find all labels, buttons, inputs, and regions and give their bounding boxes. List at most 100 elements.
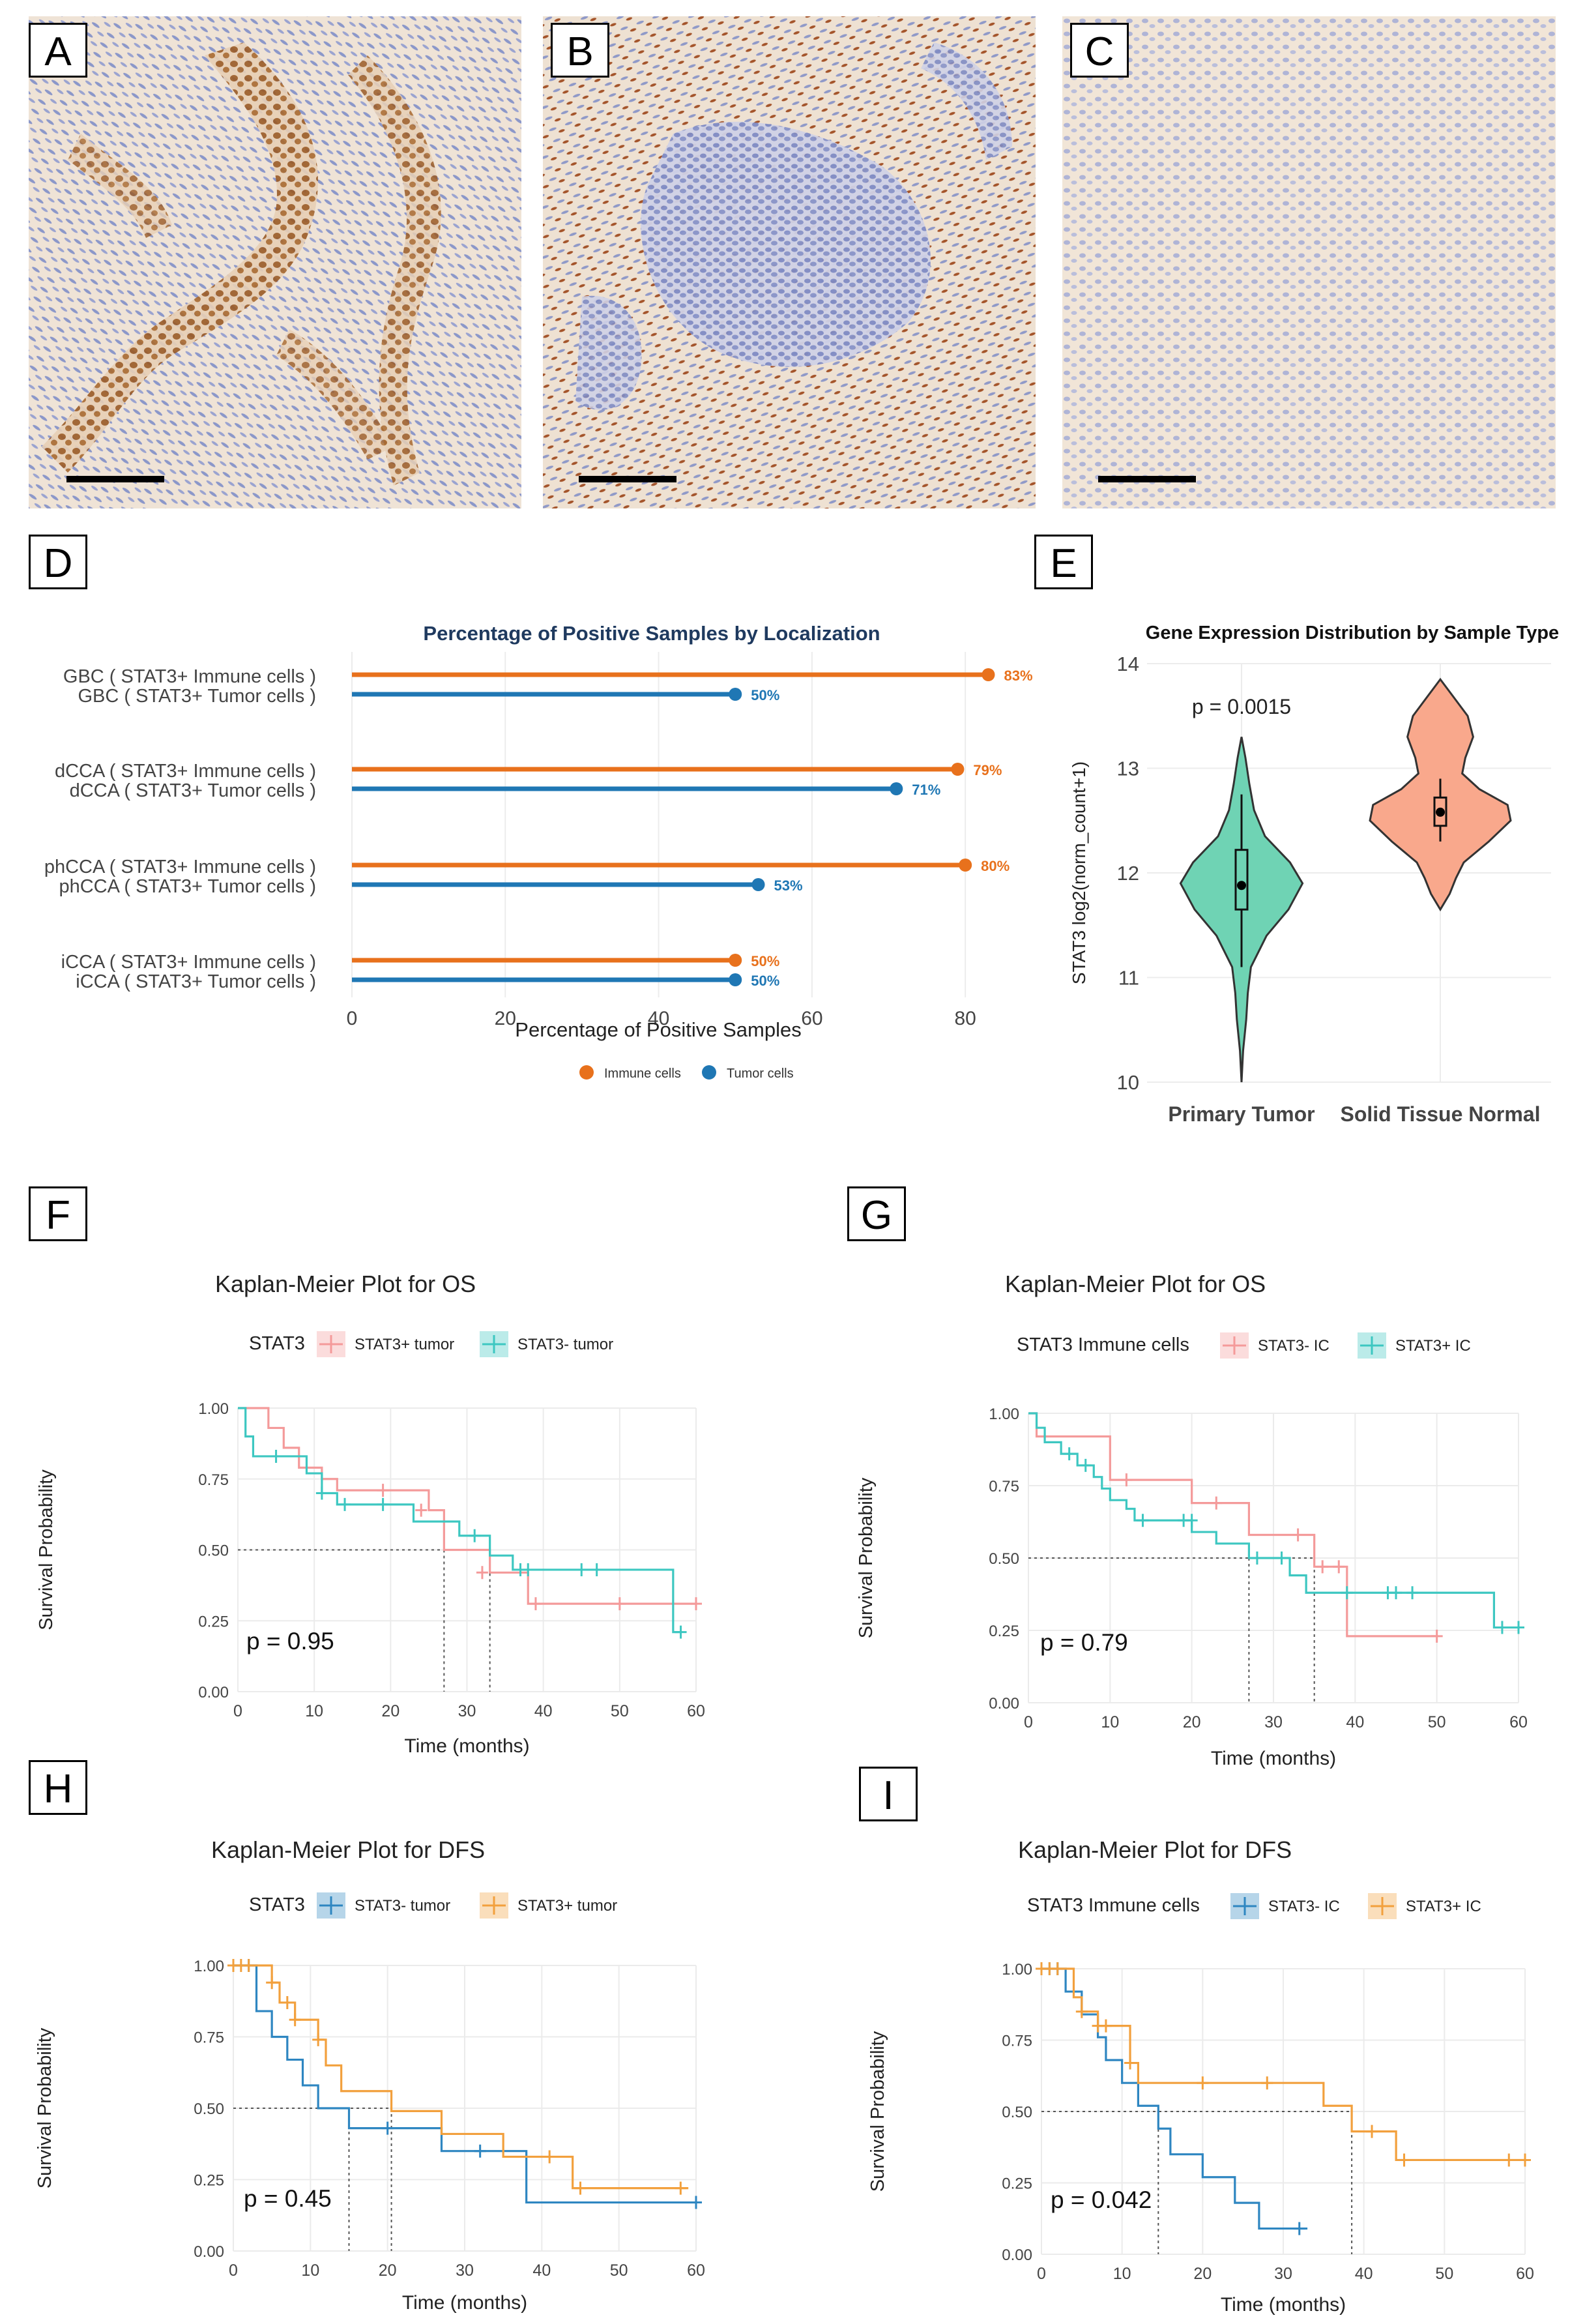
chart-g-censor-mark bbox=[1063, 1447, 1075, 1461]
chart-g-censor-mark bbox=[1341, 1586, 1353, 1600]
chart-h-svg: Kaplan-Meier Plot for DFS STAT3 STAT3- tum… bbox=[35, 1836, 705, 2314]
panel-label-d: D bbox=[29, 535, 87, 589]
chart-i-censor-mark bbox=[1503, 2153, 1515, 2167]
scale-bar bbox=[1098, 476, 1196, 482]
chart-h-xlabel: Time (months) bbox=[402, 2292, 527, 2314]
chart-h-ytick-label: 0.25 bbox=[194, 2172, 224, 2190]
chart-h-ytick-label: 0.50 bbox=[194, 2100, 224, 2118]
chart-h-xtick-label: 0 bbox=[229, 2261, 238, 2280]
chart-g-censor-mark bbox=[1513, 1621, 1524, 1634]
chart-i-censor-mark bbox=[1293, 2222, 1305, 2235]
micrograph-c bbox=[1062, 16, 1556, 508]
chart-f-censor-mark bbox=[469, 1529, 481, 1542]
chart-h-xtick-label: 40 bbox=[532, 2261, 551, 2280]
chart-e-pvalue: p = 0.0015 bbox=[1192, 695, 1291, 718]
chart-d-category-label: iCCA ( STAT3+ Tumor cells ) bbox=[76, 971, 316, 992]
chart-i: Kaplan-Meier Plot for DFS STAT3 Immune ce… bbox=[821, 1832, 1570, 2324]
chart-f-survival-curve bbox=[238, 1407, 681, 1634]
chart-i-censor-mark bbox=[1519, 2153, 1531, 2167]
chart-d-point-immune bbox=[729, 954, 742, 967]
chart-e-median bbox=[1237, 881, 1246, 890]
chart-i-xtick-label: 10 bbox=[1113, 2265, 1131, 2283]
micrograph-c-image bbox=[1062, 16, 1556, 508]
chart-i-xtick-label: 40 bbox=[1355, 2265, 1373, 2283]
chart-d-category-label: GBC ( STAT3+ Immune cells ) bbox=[63, 666, 316, 687]
chart-f-censor-mark bbox=[415, 1503, 428, 1517]
chart-f-censor-mark bbox=[575, 1563, 588, 1576]
chart-g-censor-mark bbox=[1390, 1586, 1402, 1600]
chart-h-legend-title: STAT3 bbox=[249, 1894, 305, 1915]
chart-f-ytick-label: 0.00 bbox=[198, 1684, 229, 1701]
chart-f-xtick-label: 40 bbox=[534, 1702, 553, 1720]
chart-d-point-immune bbox=[959, 859, 972, 872]
chart-g-xtick-label: 60 bbox=[1509, 1713, 1528, 1731]
chart-h: Kaplan-Meier Plot for DFS STAT3 STAT3- tum… bbox=[0, 1825, 769, 2324]
chart-e-box bbox=[1234, 849, 1249, 911]
chart-i-censor-mark bbox=[1398, 2153, 1410, 2167]
chart-d-legend-swatch bbox=[702, 1065, 716, 1080]
chart-h-legend-label: STAT3+ tumor bbox=[517, 1897, 617, 1915]
chart-h-censor-mark bbox=[574, 2181, 587, 2195]
chart-f-ytick-label: 0.75 bbox=[198, 1471, 229, 1489]
chart-i-censor-mark bbox=[1075, 2005, 1088, 2018]
chart-i-censor-mark bbox=[1197, 2076, 1209, 2090]
chart-f-xtick-label: 50 bbox=[611, 1702, 629, 1720]
chart-f-survival-curve bbox=[238, 1407, 696, 1605]
chart-i-ytick-label: 0.00 bbox=[1002, 2246, 1032, 2264]
chart-i-legend-label: STAT3+ IC bbox=[1406, 1898, 1481, 1915]
chart-h-ytick-label: 1.00 bbox=[194, 1958, 224, 1975]
chart-h-survival-curve bbox=[233, 1964, 696, 2204]
chart-f-ytick-label: 0.50 bbox=[198, 1542, 229, 1560]
chart-g-xtick-label: 30 bbox=[1264, 1713, 1283, 1731]
chart-g-xtick-label: 0 bbox=[1024, 1713, 1033, 1731]
chart-f-censor-mark bbox=[377, 1497, 389, 1511]
chart-g-xtick-label: 50 bbox=[1428, 1713, 1446, 1731]
chart-g-title: Kaplan-Meier Plot for OS bbox=[1005, 1271, 1266, 1297]
chart-f-title: Kaplan-Meier Plot for OS bbox=[215, 1271, 476, 1297]
chart-f-xtick-label: 60 bbox=[687, 1702, 705, 1720]
chart-g-censor-mark bbox=[1251, 1552, 1263, 1565]
chart-h-xtick-label: 60 bbox=[687, 2261, 705, 2280]
panel-label-a: A bbox=[29, 23, 87, 78]
chart-h-censor-mark bbox=[312, 2033, 325, 2046]
chart-i-title: Kaplan-Meier Plot for DFS bbox=[1018, 1836, 1292, 1863]
chart-e-ytick-label: 13 bbox=[1117, 758, 1139, 780]
chart-g-censor-mark bbox=[1120, 1473, 1133, 1487]
chart-i-ytick-label: 1.00 bbox=[1002, 1961, 1032, 1978]
chart-i-ylabel: Survival Probability bbox=[867, 2031, 888, 2192]
chart-i-xlabel: Time (months) bbox=[1221, 2294, 1346, 2316]
chart-d-data-label: 50% bbox=[751, 687, 779, 703]
chart-d-data-label: 83% bbox=[1004, 668, 1032, 684]
chart-e-ytick-label: 14 bbox=[1117, 653, 1139, 675]
chart-f-legend-title: STAT3 bbox=[249, 1333, 305, 1354]
chart-d-category-label: phCCA ( STAT3+ Tumor cells ) bbox=[59, 876, 316, 897]
panel-label-b: B bbox=[551, 23, 609, 78]
chart-h-xtick-label: 30 bbox=[456, 2261, 474, 2280]
chart-i-legend-label: STAT3- IC bbox=[1268, 1898, 1340, 1915]
chart-g-censor-mark bbox=[1292, 1528, 1304, 1542]
scale-bar bbox=[579, 476, 676, 482]
chart-i-pvalue: p = 0.042 bbox=[1051, 2186, 1152, 2213]
chart-h-xtick-label: 50 bbox=[610, 2261, 628, 2280]
chart-g-censor-mark bbox=[1431, 1629, 1443, 1643]
micrograph-a-image bbox=[29, 16, 521, 508]
chart-d: Percentage of Positive Samples by Locali… bbox=[0, 613, 1069, 1095]
chart-f-xtick-label: 10 bbox=[305, 1702, 323, 1720]
chart-h-censor-mark bbox=[281, 1995, 293, 2009]
chart-h-censor-mark bbox=[690, 2196, 702, 2209]
chart-h-legend-label: STAT3- tumor bbox=[355, 1897, 450, 1915]
chart-g-censor-mark bbox=[1333, 1560, 1345, 1574]
chart-g-ytick-label: 0.00 bbox=[989, 1695, 1019, 1713]
chart-d-point-tumor bbox=[890, 782, 903, 795]
chart-e-ytick-label: 11 bbox=[1118, 967, 1139, 990]
chart-f-censor-mark bbox=[675, 1625, 687, 1639]
chart-g-xtick-label: 20 bbox=[1183, 1713, 1201, 1731]
chart-d-title: Percentage of Positive Samples by Locali… bbox=[423, 622, 880, 645]
chart-h-censor-mark bbox=[242, 1959, 255, 1972]
chart-d-point-immune bbox=[981, 668, 995, 681]
chart-i-legend-title: STAT3 Immune cells bbox=[1027, 1895, 1200, 1916]
chart-d-point-tumor bbox=[729, 688, 742, 701]
micrograph-b-image bbox=[543, 16, 1036, 508]
chart-f-censor-mark bbox=[339, 1497, 351, 1511]
chart-i-xtick-label: 60 bbox=[1516, 2265, 1534, 2283]
